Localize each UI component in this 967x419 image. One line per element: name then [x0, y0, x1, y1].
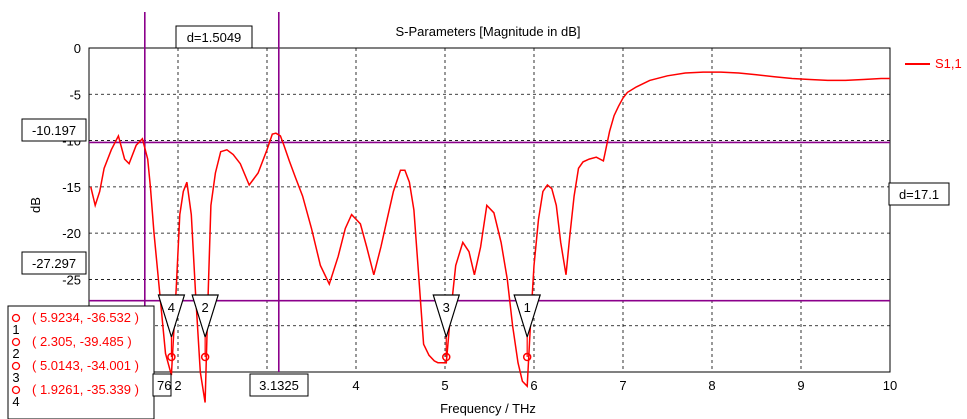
marker-point — [522, 352, 532, 362]
marker-triangle — [513, 294, 541, 340]
x-tick-label: 2 — [174, 378, 181, 393]
readout-marker-icon — [11, 385, 21, 395]
y-tick-label: -25 — [62, 272, 81, 287]
x-tick-label: 4 — [352, 378, 359, 393]
readout-marker-icon — [11, 313, 21, 323]
hline-value-1: -10.197 — [32, 123, 76, 138]
hline-value-box-2: -27.297 — [21, 251, 87, 275]
x-tick-label: 9 — [797, 378, 804, 393]
s11-series-line — [90, 71, 890, 403]
hline-value-2: -27.297 — [32, 256, 76, 271]
marker-point — [167, 352, 176, 362]
marker-id: 2 — [202, 300, 209, 315]
x-tick-label: 8 — [708, 378, 715, 393]
x-tick-label: 10 — [883, 378, 897, 393]
readout-marker-id: 3 — [12, 370, 19, 385]
marker-triangles: 1 2 3 4 — [157, 294, 541, 362]
horizontal-marker-lines — [89, 141, 890, 302]
readout-marker-value: ( 1.9261, -35.339 ) — [32, 382, 139, 397]
readout-marker-id: 2 — [12, 346, 19, 361]
x-tick-label: 5 — [441, 378, 448, 393]
vline-value-box: 3.1325 — [249, 373, 309, 397]
readout-marker-value: ( 5.0143, -34.001 ) — [32, 358, 139, 373]
delta-x-label: d=1.5049 — [187, 30, 242, 45]
y-tick-label: 0 — [74, 41, 81, 56]
marker-point — [200, 352, 210, 362]
partial-tick-label: 76 — [157, 378, 171, 393]
plot-area-frame — [88, 47, 891, 373]
readout-marker-value: ( 2.305, -39.485 ) — [32, 334, 132, 349]
y-axis-label: dB — [28, 197, 43, 213]
hline-value-box-1: -10.197 — [21, 118, 87, 142]
marker-point — [442, 352, 451, 362]
x-axis-label: Frequency / THz — [440, 401, 536, 416]
marker-triangle — [191, 294, 219, 340]
readout-marker-icon — [11, 361, 21, 371]
marker-readout-table: 1 ( 5.9234, -36.532 ) 2 ( 2.305, -39.485 ) 3… — [7, 305, 155, 419]
x-tick-label: 7 — [619, 378, 626, 393]
marker-id: 4 — [168, 300, 175, 315]
partial-tick-box: 76 — [152, 373, 172, 397]
delta-y-box: d=17.1 — [888, 182, 950, 206]
x-tick-label: 6 — [530, 378, 537, 393]
marker-id: 3 — [443, 300, 450, 315]
marker-id: 1 — [524, 300, 531, 315]
marker-triangle — [157, 294, 186, 340]
delta-y-label: d=17.1 — [899, 187, 939, 202]
legend-label-s11: S1,1 — [935, 56, 962, 71]
vline-value: 3.1325 — [259, 378, 299, 393]
y-tick-label: -15 — [62, 180, 81, 195]
readout-marker-id: 4 — [12, 394, 19, 409]
marker-triangle — [432, 294, 461, 340]
readout-marker-icon — [11, 337, 21, 347]
delta-x-box: d=1.5049 — [175, 25, 253, 49]
readout-marker-value: ( 5.9234, -36.532 ) — [32, 310, 139, 325]
readout-marker-id: 1 — [12, 322, 19, 337]
y-tick-label: -5 — [69, 87, 81, 102]
chart-title: S-Parameters [Magnitude in dB] — [396, 24, 581, 39]
y-tick-label: -20 — [62, 226, 81, 241]
legend: S1,1 — [905, 56, 962, 71]
